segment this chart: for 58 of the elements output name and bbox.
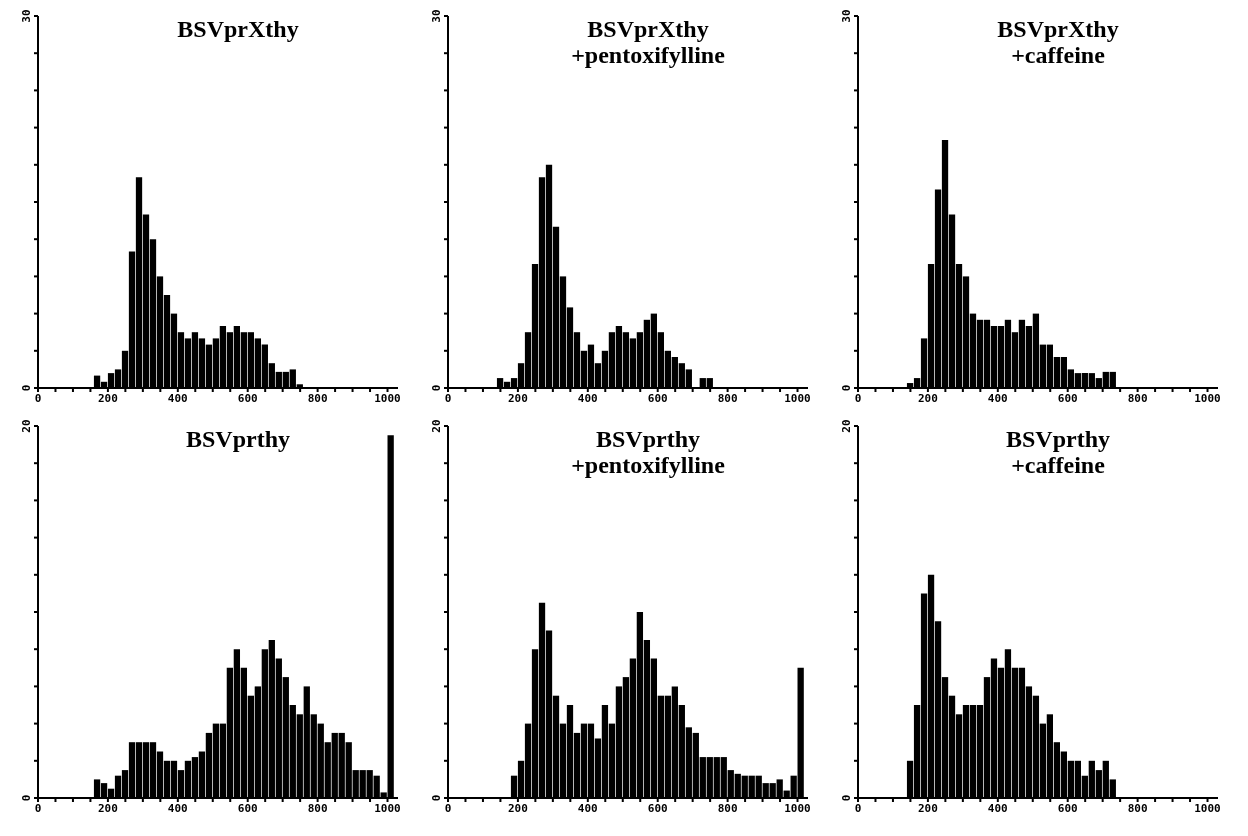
x-tick-label: 800	[1127, 801, 1148, 815]
x-tick-label: 1000	[1194, 801, 1221, 815]
x-tick-label: 600	[1057, 391, 1078, 405]
x-tick-label: 800	[307, 391, 328, 405]
y-tick-label: 20	[840, 419, 853, 433]
y-tick-label: 0	[840, 794, 853, 802]
chart-title: BSVprXthy	[586, 16, 710, 42]
y-tick-label: 30	[430, 9, 443, 23]
y-tick-label: 0	[430, 384, 443, 392]
x-tick-label: 1000	[784, 391, 811, 405]
x-tick-label: 400	[987, 801, 1008, 815]
y-tick-label: 20	[430, 419, 443, 433]
y-tick-label: 0	[840, 384, 853, 392]
x-tick-label: 1000	[374, 391, 401, 405]
x-tick-label: 0	[854, 391, 862, 405]
x-tick-label: 1000	[1194, 391, 1221, 405]
x-tick-label: 600	[647, 391, 668, 405]
x-tick-label: 800	[717, 391, 738, 405]
x-tick-label: 200	[507, 801, 528, 815]
y-tick-label: 30	[840, 9, 853, 23]
x-tick-label: 600	[237, 801, 258, 815]
text: +pentoxifylline	[570, 452, 726, 478]
text: +pentoxifylline	[570, 42, 726, 68]
x-tick-label: 600	[237, 391, 258, 405]
x-tick-label: 200	[97, 391, 118, 405]
x-tick-label: 200	[507, 391, 528, 405]
y-tick-label: 0	[20, 384, 33, 392]
x-tick-label: 400	[987, 391, 1008, 405]
y-tick-label: 30	[20, 9, 33, 23]
chart-title: BSVprthy	[185, 426, 291, 452]
x-tick-label: 400	[167, 801, 188, 815]
x-tick-label: 800	[717, 801, 738, 815]
y-tick-label: 0	[20, 794, 33, 802]
x-tick-label: 0	[34, 801, 42, 815]
x-tick-label: 800	[307, 801, 328, 815]
x-tick-label: 400	[577, 801, 598, 815]
chart-title: BSVprXthy	[996, 16, 1120, 42]
x-tick-label: 0	[34, 391, 42, 405]
x-tick-label: 200	[917, 391, 938, 405]
y-tick-label: 0	[430, 794, 443, 802]
text: +caffeine	[1010, 452, 1106, 478]
x-tick-label: 600	[1057, 801, 1078, 815]
chart-title: BSVprthy	[595, 426, 701, 452]
x-tick-label: 0	[444, 391, 452, 405]
x-tick-label: 200	[917, 801, 938, 815]
x-tick-label: 400	[577, 391, 598, 405]
y-tick-label: 20	[20, 419, 33, 433]
x-tick-label: 600	[647, 801, 668, 815]
chart-title: BSVprXthy	[176, 16, 300, 42]
x-tick-label: 400	[167, 391, 188, 405]
x-tick-label: 800	[1127, 391, 1148, 405]
x-tick-label: 0	[854, 801, 862, 815]
text: +caffeine	[1010, 42, 1106, 68]
x-tick-label: 200	[97, 801, 118, 815]
chart-title: BSVprthy	[1005, 426, 1111, 452]
x-tick-label: 1000	[374, 801, 401, 815]
x-tick-label: 1000	[784, 801, 811, 815]
x-tick-label: 0	[444, 801, 452, 815]
